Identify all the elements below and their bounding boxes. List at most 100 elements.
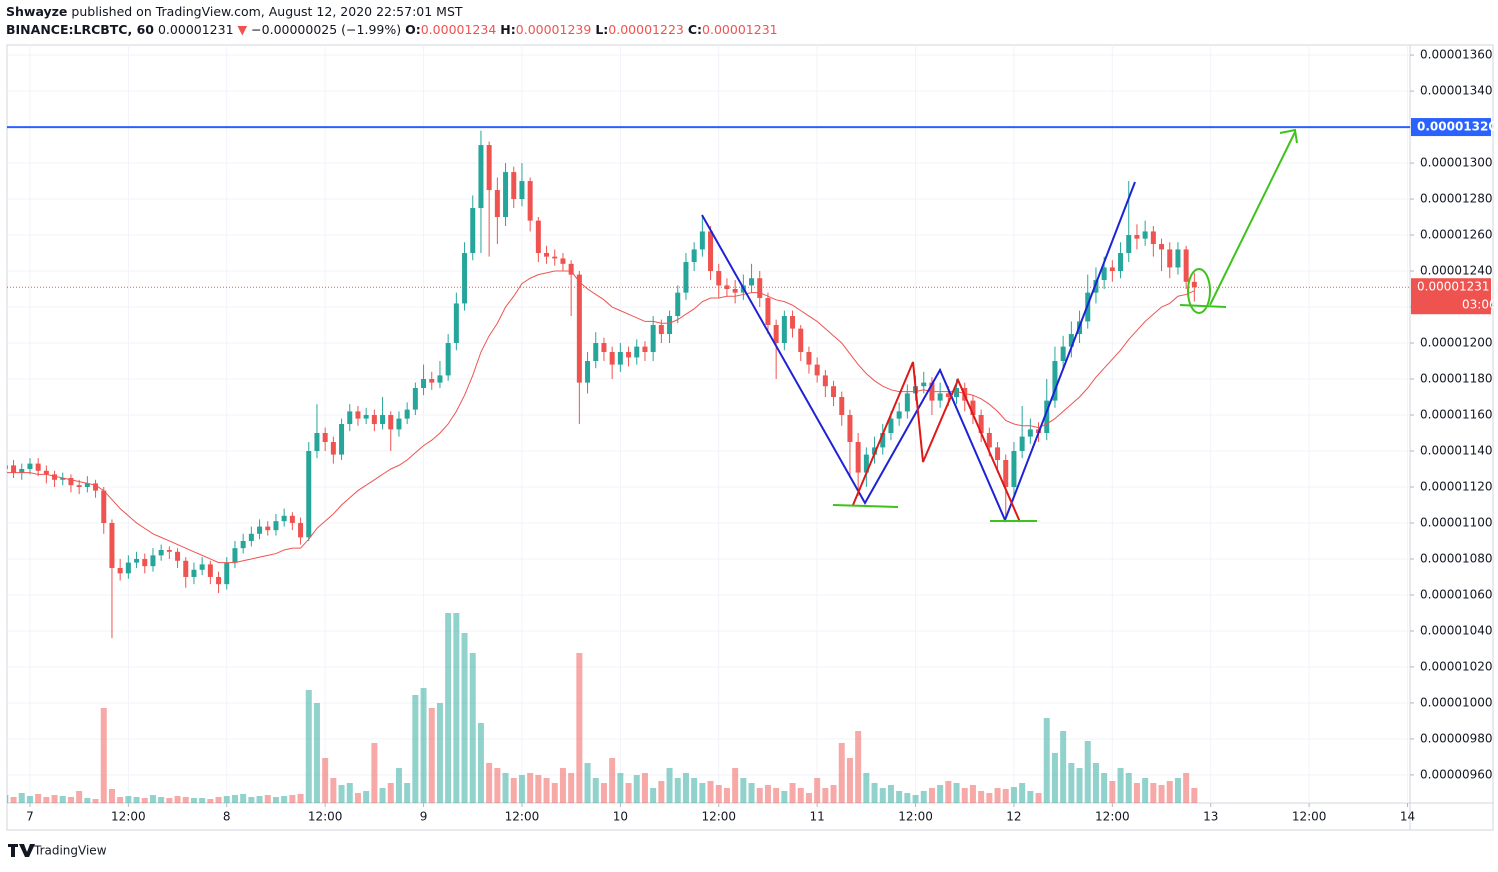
volume-bar xyxy=(1060,731,1067,803)
volume-bar xyxy=(732,768,739,803)
candle-body xyxy=(27,463,33,469)
candle-body xyxy=(650,325,656,353)
volume-bar xyxy=(592,778,599,803)
candle-body xyxy=(790,316,796,329)
candle-body xyxy=(527,181,533,221)
candle-body xyxy=(872,447,878,455)
volume-bar xyxy=(272,797,279,803)
blue-zigzag xyxy=(701,181,1136,523)
volume-bar xyxy=(1150,783,1157,803)
candle-body xyxy=(84,483,90,487)
candle-body xyxy=(716,271,722,286)
candle-body xyxy=(445,343,451,376)
volume-bar xyxy=(1002,789,1009,803)
candle-body xyxy=(478,145,484,209)
candle-body xyxy=(765,298,771,326)
candle-body xyxy=(166,549,172,552)
candle-body xyxy=(380,415,386,424)
candle-body xyxy=(773,325,779,344)
candle-body xyxy=(634,346,640,358)
y-tick-label: 0.00001180 xyxy=(1420,372,1493,386)
volume-bar xyxy=(51,795,58,803)
y-tick-label: 0.00001000 xyxy=(1420,695,1493,709)
volume-bar xyxy=(240,794,247,803)
volume-bar xyxy=(363,791,370,803)
candle-body xyxy=(363,415,369,419)
volume-bar xyxy=(133,797,140,803)
candle-body xyxy=(339,424,345,455)
header-line: Shwayze published on TradingView.com, Aug… xyxy=(6,4,463,19)
volume-bar xyxy=(978,791,985,803)
candle-body xyxy=(240,540,246,549)
candle-body xyxy=(970,400,976,416)
candle-body xyxy=(216,576,222,585)
volume-bar xyxy=(1068,763,1075,803)
volume-bar xyxy=(76,791,83,803)
candle-body xyxy=(429,379,435,383)
volume-bar xyxy=(748,783,755,803)
candle-body xyxy=(35,463,41,471)
volume-bar xyxy=(625,783,632,803)
candle-body xyxy=(207,564,213,577)
volume-bar xyxy=(59,796,66,803)
candle-body xyxy=(642,346,648,353)
volume-bar xyxy=(609,758,616,803)
candle-body xyxy=(593,343,599,362)
candle-body xyxy=(995,447,1001,460)
volume-bar xyxy=(953,783,960,803)
volume-bar xyxy=(1010,787,1017,803)
candle-body xyxy=(388,415,394,430)
l-label: L: xyxy=(595,22,608,37)
low: 0.00001223 xyxy=(608,22,684,37)
volume-bar xyxy=(576,653,583,803)
volume-bar xyxy=(879,788,886,803)
candle-body xyxy=(1142,231,1148,239)
volume-bar xyxy=(166,798,173,803)
candle-body xyxy=(839,397,845,416)
candle-body xyxy=(1109,267,1115,272)
x-tick-label: 8 xyxy=(223,810,231,824)
volume-bar xyxy=(617,773,624,803)
moving-average xyxy=(7,270,1195,564)
volume-bar xyxy=(215,797,222,803)
level-label: 0.00001320 xyxy=(1417,120,1497,134)
volume-bar xyxy=(264,795,271,803)
y-tick-label: 0.00001260 xyxy=(1420,228,1493,242)
candle-body xyxy=(486,145,492,191)
candle-body xyxy=(248,533,254,541)
volume-bar xyxy=(510,778,517,803)
h-label: H: xyxy=(500,22,515,37)
candle-body xyxy=(412,388,418,410)
candle-body xyxy=(699,231,705,250)
candle-body xyxy=(880,432,886,448)
volume-bar xyxy=(1092,763,1099,803)
footer: TradingView xyxy=(8,844,107,858)
volume-bar xyxy=(633,775,640,803)
candle-body xyxy=(1068,334,1074,347)
change: −0.00000025 (−1.99%) xyxy=(251,22,401,37)
volume-bar xyxy=(822,788,829,803)
volume-bar xyxy=(174,796,181,803)
candle-body xyxy=(1101,267,1107,281)
volume-bar xyxy=(108,789,115,803)
candle-body xyxy=(986,432,992,448)
volume-bar xyxy=(1133,783,1140,803)
candle-body xyxy=(667,316,673,335)
volume-bar xyxy=(961,788,968,803)
close: 0.00001231 xyxy=(702,22,778,37)
volume-bar xyxy=(764,785,771,803)
candle-body xyxy=(954,388,960,398)
x-tick-label: 12:00 xyxy=(308,810,343,824)
x-tick-label: 10 xyxy=(613,810,628,824)
candle-body xyxy=(519,181,525,200)
candle-body xyxy=(863,454,869,473)
candle-body xyxy=(93,483,99,491)
y-tick-label: 0.00001020 xyxy=(1420,659,1493,673)
volume-bar xyxy=(338,785,345,803)
volume-bar xyxy=(371,743,378,803)
volume-bar xyxy=(100,708,107,803)
volume-bar xyxy=(543,778,550,803)
volume-bar xyxy=(945,781,952,803)
